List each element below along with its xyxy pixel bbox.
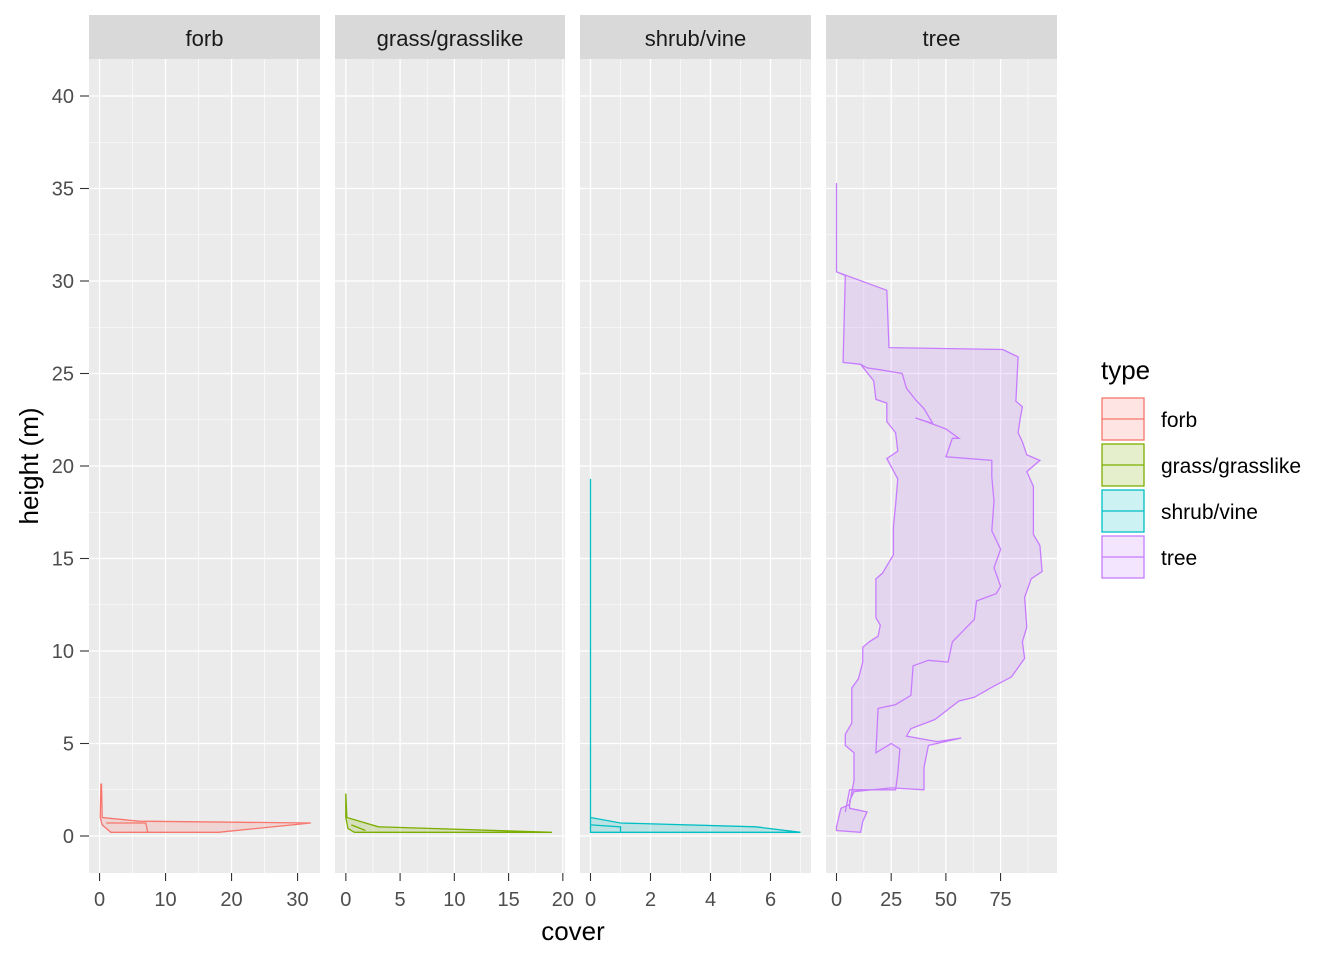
y-tick-label: 0 [63, 826, 74, 848]
area-ribbon [589, 478, 801, 833]
strip-background [580, 15, 811, 59]
x-tick-label: 20 [220, 889, 242, 911]
y-tick-label: 25 [52, 364, 74, 386]
inner-outline [590, 824, 622, 833]
legend: type forb grass/grasslike shrub/vine tree [1101, 355, 1301, 579]
inner-outline [351, 824, 366, 832]
y-axis-title: height (m) [14, 407, 44, 524]
y-tick-label: 5 [63, 734, 74, 756]
legend-title: type [1101, 355, 1150, 385]
strip-background [826, 15, 1057, 59]
x-tick-label: 30 [286, 889, 308, 911]
inner-outline [844, 363, 1002, 813]
x-tick-label: 4 [705, 889, 716, 911]
panel-grass-grasslike: grass/grasslike 0 5 10 15 20 [335, 15, 574, 911]
x-tick-label: 2 [645, 889, 656, 911]
panel-shrub-vine: shrub/vine 0 2 4 6 [580, 15, 811, 911]
strip-label: grass/grasslike [377, 26, 524, 51]
y-tick-label: 15 [52, 549, 74, 571]
x-axis-title: cover [541, 916, 605, 946]
x-tick-label: 25 [880, 889, 902, 911]
legend-label: grass/grasslike [1161, 455, 1301, 478]
y-tick-label: 20 [52, 456, 74, 478]
strip-label: forb [186, 26, 224, 51]
x-tick-label: 15 [497, 889, 519, 911]
area-ribbon [345, 793, 553, 833]
x-tick-label: 0 [831, 889, 842, 911]
x-tick-label: 0 [340, 889, 351, 911]
y-tick-label: 40 [52, 86, 74, 108]
x-tick-label: 5 [395, 889, 406, 911]
y-tick-label: 35 [52, 179, 74, 201]
panel-forb: forb 0 10 20 30 [89, 15, 320, 911]
x-tick-label: 20 [552, 889, 574, 911]
strip-background [335, 15, 565, 59]
legend-label: tree [1161, 547, 1197, 570]
x-tick-label: 75 [989, 889, 1011, 911]
area-ribbon [99, 783, 311, 833]
y-tick-label: 30 [52, 271, 74, 293]
x-tick-label: 6 [765, 889, 776, 911]
x-tick-label: 10 [443, 889, 465, 911]
x-tick-label: 0 [585, 889, 596, 911]
x-tick-label: 0 [94, 889, 105, 911]
x-tick-label: 50 [935, 889, 957, 911]
strip-label: shrub/vine [645, 26, 747, 51]
legend-label: forb [1161, 409, 1197, 432]
y-tick-label: 10 [52, 641, 74, 663]
strip-label: tree [923, 26, 961, 51]
panel-tree: tree 0 25 50 75 [826, 15, 1057, 911]
area-ribbon [835, 183, 1043, 833]
inner-outline [106, 822, 149, 833]
strip-background [89, 15, 320, 59]
legend-label: shrub/vine [1161, 501, 1258, 524]
x-tick-label: 10 [154, 889, 176, 911]
